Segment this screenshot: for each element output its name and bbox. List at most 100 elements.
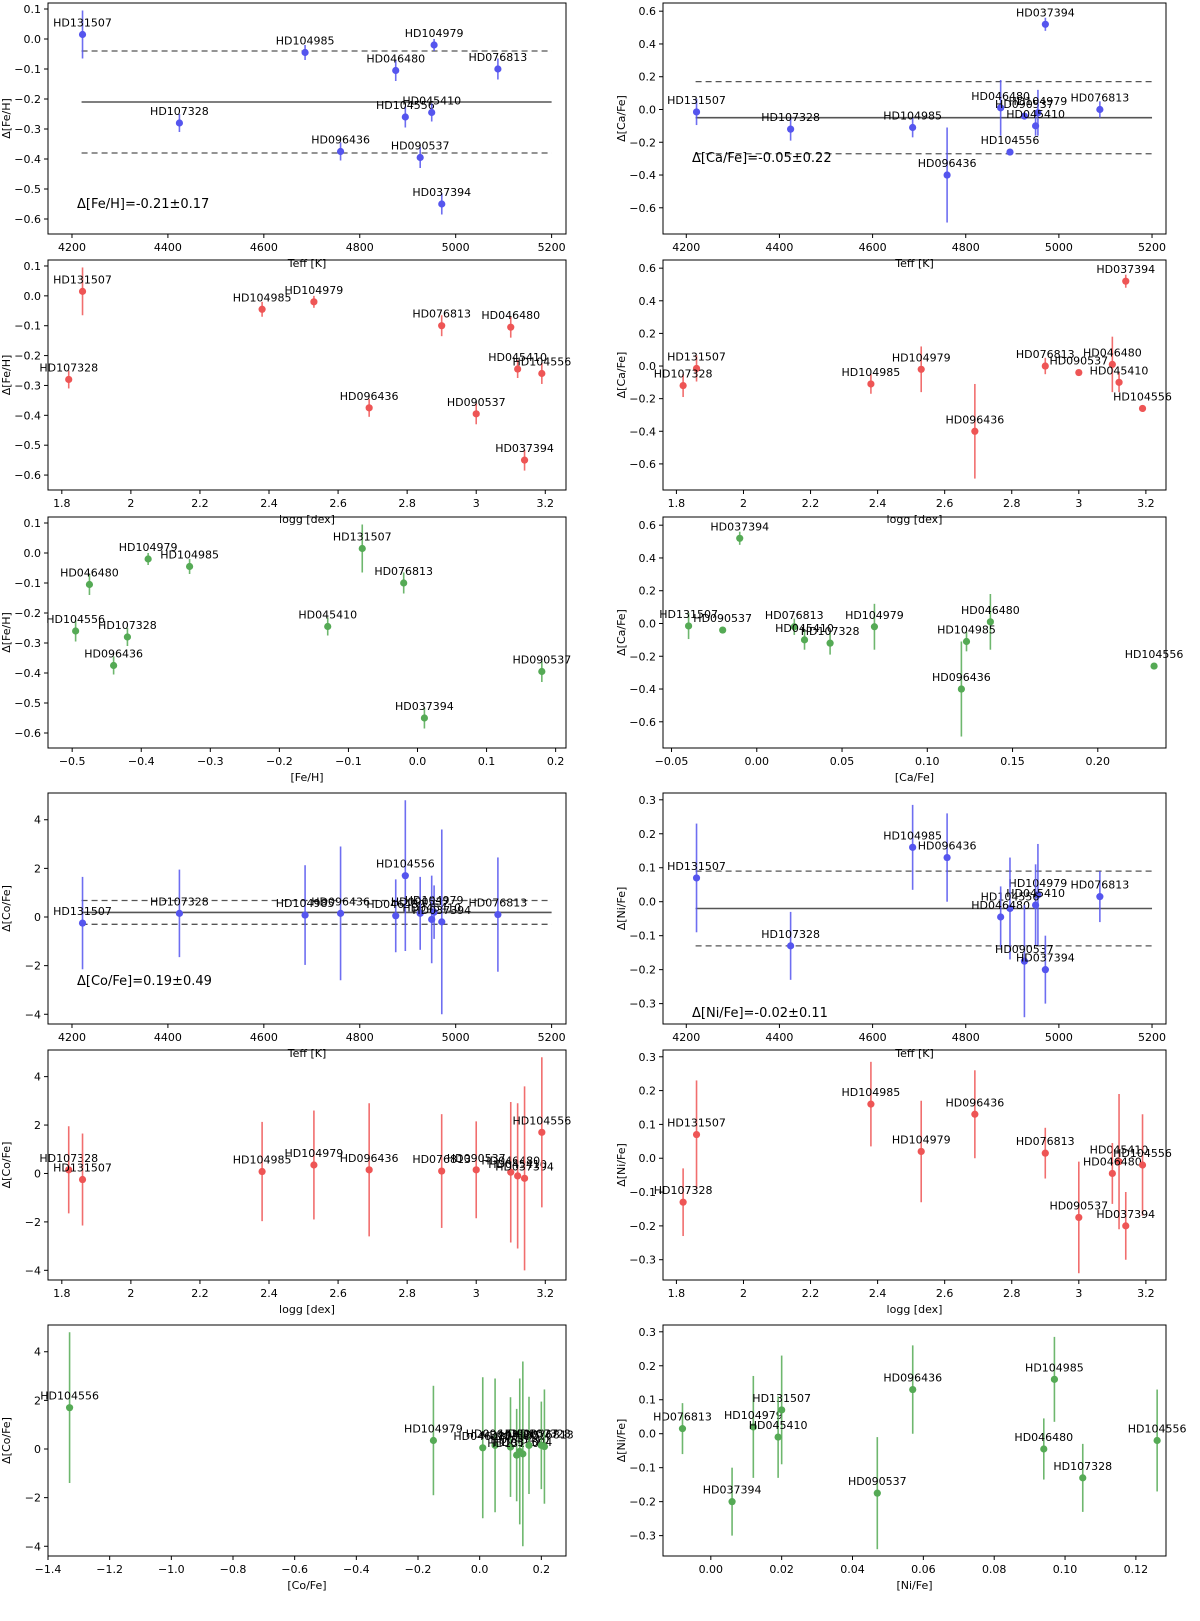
- y-tick-label: 0.4: [639, 38, 657, 51]
- point-label: HD045410: [490, 1433, 549, 1446]
- y-tick-label: −2: [25, 1492, 41, 1505]
- point-marker: [943, 853, 951, 862]
- point-label: HD104985: [842, 366, 901, 379]
- x-axis-label: Teff [K]: [287, 257, 327, 270]
- point-label: HD037394: [412, 904, 471, 917]
- point-label: HD076813: [412, 308, 471, 321]
- panel-p12: 0.00 0.02 0.04 0.06 0.08 0.10 0.12 0.3 0.2 0.1 0.0…: [615, 1324, 1187, 1592]
- point-label: HD104979: [892, 351, 951, 364]
- y-tick-label: 0.2: [639, 71, 657, 84]
- point-label: HD096436: [883, 1372, 942, 1385]
- point-marker: [719, 626, 727, 634]
- y-tick-label: 0.1: [639, 862, 657, 875]
- data-point: HD037394: [412, 829, 471, 1015]
- axes-frame: [662, 792, 1167, 1025]
- point-label: HD104556: [376, 858, 435, 871]
- y-tick-label: −0.2: [629, 964, 656, 977]
- y-axis-label: Δ[Ni/Fe]: [615, 1419, 628, 1463]
- point-marker: [420, 714, 429, 722]
- point-label: HD107328: [654, 368, 713, 381]
- data-point: HD045410: [775, 622, 834, 650]
- y-tick-label: 2: [34, 1119, 41, 1132]
- point-marker: [1138, 1161, 1147, 1169]
- data-point: HD090537: [447, 396, 506, 425]
- point-label: HD046480: [366, 53, 425, 66]
- data-point: HD107328: [98, 619, 157, 646]
- point-marker: [1075, 368, 1083, 377]
- point-label: HD107328: [150, 895, 209, 908]
- point-marker: [65, 1404, 74, 1412]
- point-label: HD090537: [995, 98, 1054, 111]
- point-label: HD104985: [937, 624, 996, 637]
- point-marker: [679, 1198, 687, 1206]
- y-tick-label: 4: [34, 1071, 41, 1084]
- data-point: HD107328: [654, 1168, 712, 1237]
- x-tick-label: 5200: [538, 1031, 566, 1044]
- point-marker: [873, 1489, 881, 1497]
- data-point: HD037394: [412, 186, 471, 215]
- point-marker: [1122, 277, 1130, 285]
- point-marker: [1020, 957, 1029, 965]
- data-point: HD104985: [937, 624, 996, 652]
- y-tick-label: −0.1: [629, 1186, 656, 1199]
- point-label: HD037394: [703, 1484, 762, 1497]
- data-point: HD045410: [490, 1378, 549, 1525]
- x-tick-label: 0.00: [699, 1563, 724, 1576]
- data-point: HD107328: [150, 105, 209, 132]
- data-point: HD046480: [971, 80, 1030, 136]
- data-point: HD104556: [512, 356, 571, 384]
- point-label: HD104556: [1125, 648, 1184, 661]
- point-label: HD045410: [402, 901, 461, 914]
- data-point: HD107328: [801, 625, 859, 655]
- point-marker: [538, 369, 546, 378]
- y-tick-label: −2: [25, 960, 41, 973]
- point-marker: [1020, 112, 1029, 120]
- x-tick-label: 1.8: [53, 1287, 71, 1300]
- data-point: HD104985: [842, 366, 901, 394]
- point-marker: [692, 108, 701, 116]
- point-marker: [428, 108, 436, 117]
- data-point: HD037394: [493, 1361, 552, 1547]
- point-marker: [867, 1100, 875, 1108]
- data-point: HD131507: [53, 876, 112, 970]
- x-tick-label: 0.15: [1000, 755, 1025, 768]
- x-tick-label: 4800: [346, 241, 374, 254]
- point-label: HD107328: [761, 928, 820, 941]
- data-point: HD090537: [512, 654, 571, 682]
- x-tick-label: 0.04: [840, 1563, 865, 1576]
- data-point: HD107328: [150, 869, 209, 958]
- y-tick-label: 0.0: [639, 103, 657, 116]
- data-point: HD045410: [298, 609, 357, 636]
- x-tick-label: 3.2: [537, 1287, 555, 1300]
- x-axis-label: [Fe/H]: [290, 771, 323, 784]
- x-tick-label: 2.4: [260, 497, 278, 510]
- y-axis-label: Δ[Ca/Fe]: [615, 95, 628, 142]
- point-marker: [416, 909, 424, 917]
- data-point: HD096436: [918, 813, 976, 902]
- x-tick-label: 2.8: [1003, 1287, 1021, 1300]
- point-marker: [301, 48, 309, 57]
- point-marker: [692, 1130, 701, 1139]
- y-tick-label: −0.2: [629, 650, 656, 663]
- point-marker: [506, 1443, 515, 1451]
- point-label: HD104556: [1113, 1147, 1172, 1160]
- y-tick-label: −0.2: [14, 350, 41, 363]
- data-point: HD037394: [495, 442, 554, 471]
- data-point: HD096436: [311, 846, 370, 981]
- point-label: HD104985: [276, 35, 335, 48]
- point-label: HD104556: [512, 1114, 571, 1127]
- y-tick-label: −0.2: [629, 136, 656, 149]
- x-tick-label: 4600: [859, 241, 887, 254]
- y-tick-label: −0.3: [629, 998, 656, 1011]
- data-point: HD037394: [703, 1467, 762, 1536]
- data-point: HD131507: [752, 1355, 811, 1465]
- point-marker: [65, 1166, 73, 1174]
- y-tick-label: −0.6: [629, 716, 656, 729]
- point-marker: [400, 579, 408, 587]
- point-marker: [324, 622, 332, 631]
- data-point: HD046480: [1083, 336, 1142, 393]
- x-tick-label: 5000: [1045, 241, 1073, 254]
- x-tick-label: 3: [473, 497, 480, 510]
- point-marker: [78, 1175, 87, 1184]
- x-tick-label: 4600: [250, 241, 278, 254]
